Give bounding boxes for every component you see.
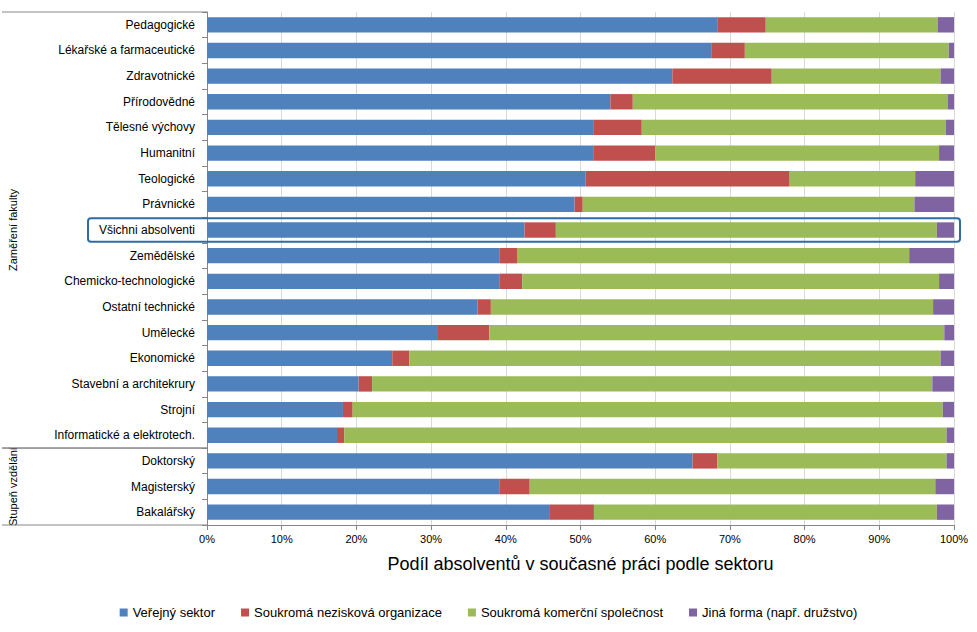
svg-text:Právnické: Právnické <box>142 197 195 211</box>
svg-text:100%: 100% <box>940 533 968 545</box>
svg-text:Všichni absolventi: Všichni absolventi <box>99 223 195 237</box>
svg-text:Pedagogické: Pedagogické <box>126 18 196 32</box>
svg-text:Teologické: Teologické <box>138 172 195 186</box>
svg-text:40%: 40% <box>495 533 517 545</box>
svg-text:10%: 10% <box>271 533 293 545</box>
svg-text:Přírodovědné: Přírodovědné <box>123 95 195 109</box>
svg-text:Umělecké: Umělecké <box>142 326 196 340</box>
svg-text:Ekonomické: Ekonomické <box>130 351 196 365</box>
svg-text:Stavební a architekrury: Stavební a architekrury <box>72 377 195 391</box>
svg-text:60%: 60% <box>644 533 666 545</box>
svg-text:Zdravotnické: Zdravotnické <box>126 69 195 83</box>
svg-text:Informatické a elektrotech.: Informatické a elektrotech. <box>54 428 195 442</box>
svg-text:Tělesné výchovy: Tělesné výchovy <box>106 120 195 134</box>
svg-text:Stupeň vzdělání: Stupeň vzdělání <box>7 447 19 526</box>
svg-text:Bakalářský: Bakalářský <box>136 505 195 519</box>
svg-text:Jiná forma (např. družstvo): Jiná forma (např. družstvo) <box>702 605 857 620</box>
svg-text:Soukromá nezisková organizace: Soukromá nezisková organizace <box>254 605 442 620</box>
svg-text:Zaměření fakulty: Zaměření fakulty <box>7 189 19 271</box>
svg-text:Chemicko-technologické: Chemicko-technologické <box>64 274 195 288</box>
svg-text:20%: 20% <box>345 533 367 545</box>
svg-text:90%: 90% <box>868 533 890 545</box>
svg-text:Strojní: Strojní <box>160 403 195 417</box>
svg-text:30%: 30% <box>420 533 442 545</box>
svg-text:Podíl absolventů v současné pr: Podíl absolventů v současné práci podle … <box>387 554 773 574</box>
svg-text:Magisterský: Magisterský <box>131 480 195 494</box>
svg-text:Zemědělské: Zemědělské <box>130 249 196 263</box>
svg-text:80%: 80% <box>794 533 816 545</box>
svg-text:Veřejný sektor: Veřejný sektor <box>133 605 216 620</box>
svg-text:70%: 70% <box>719 533 741 545</box>
svg-text:Lékařské a farmaceutické: Lékařské a farmaceutické <box>58 43 195 57</box>
svg-text:Ostatní technické: Ostatní technické <box>102 300 195 314</box>
svg-text:50%: 50% <box>569 533 591 545</box>
svg-text:0%: 0% <box>199 533 215 545</box>
svg-text:Soukromá komerční společnost: Soukromá komerční společnost <box>481 605 663 620</box>
svg-text:Doktorský: Doktorský <box>142 454 195 468</box>
svg-text:Humanitní: Humanitní <box>140 146 195 160</box>
